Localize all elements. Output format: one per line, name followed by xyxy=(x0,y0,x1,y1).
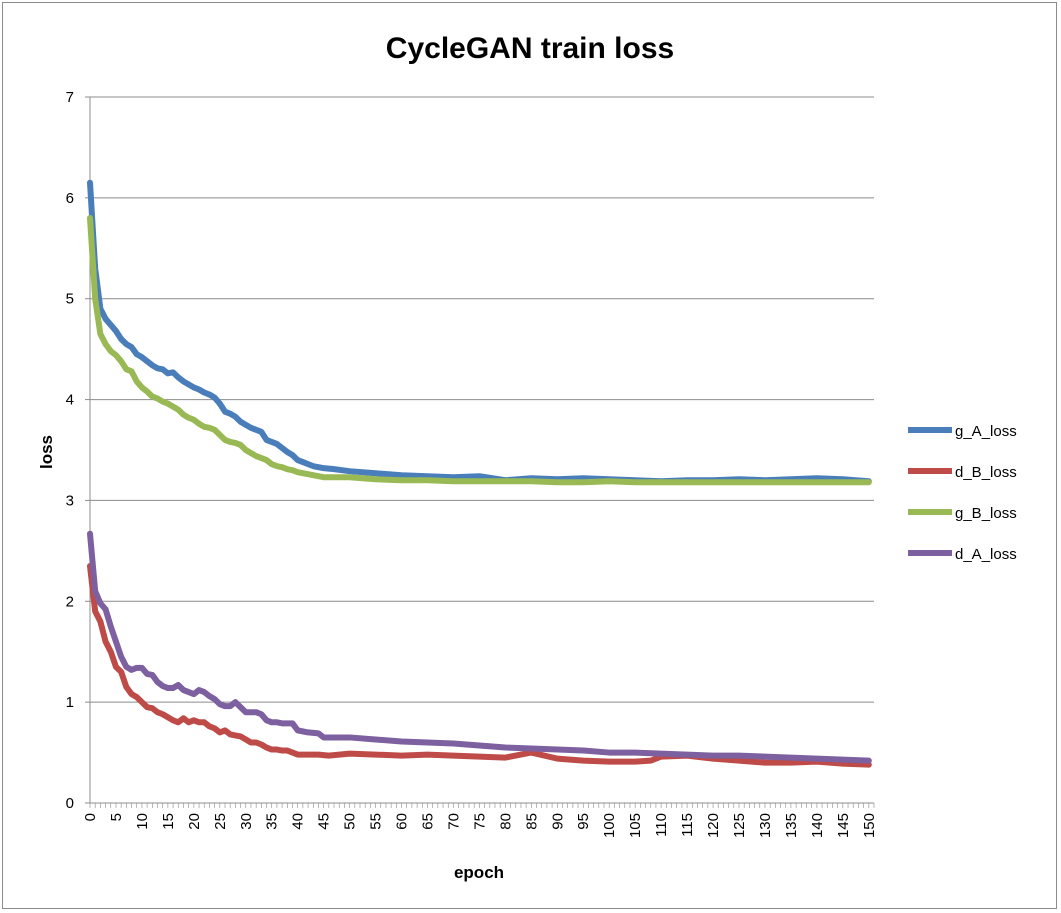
x-tick-label-20: 100 xyxy=(601,813,618,838)
y-tick-label-6: 6 xyxy=(66,190,74,207)
legend-label-g_B_loss: g_B_loss xyxy=(955,505,1017,522)
x-tick-label-12: 60 xyxy=(394,813,411,830)
x-tick-label-8: 40 xyxy=(290,813,307,830)
x-tick-label-11: 55 xyxy=(368,813,385,830)
x-tick-label-15: 75 xyxy=(471,813,488,830)
legend-label-d_B_loss: d_B_loss xyxy=(955,464,1017,481)
x-tick-label-22: 110 xyxy=(653,813,670,837)
x-tick-label-25: 125 xyxy=(731,813,748,838)
x-tick-label-6: 30 xyxy=(238,813,255,830)
chart-title: CycleGAN train loss xyxy=(386,32,674,65)
series-line-d_B_loss xyxy=(87,562,872,768)
x-tick-label-9: 45 xyxy=(316,813,333,830)
x-tick-label-17: 85 xyxy=(523,813,540,830)
y-tick-label-7: 7 xyxy=(66,89,74,106)
series-line-g_A_loss xyxy=(87,179,872,485)
x-tick-labels: 0 5 10 15 20 25 30 35 40 45 50 55 60 65 70 75 80 85 90 95 10… xyxy=(82,813,878,838)
x-tick-label-29: 145 xyxy=(835,813,852,838)
x-tick-label-5: 25 xyxy=(212,813,229,830)
x-tick-label-3: 15 xyxy=(160,813,177,830)
x-axis-title: epoch xyxy=(454,863,504,882)
x-tick-label-30: 150 xyxy=(861,813,878,838)
x-tick-label-27: 135 xyxy=(783,813,800,838)
x-tick-label-13: 65 xyxy=(419,813,436,830)
y-tick-label-5: 5 xyxy=(66,291,74,308)
x-tick-label-28: 140 xyxy=(809,813,826,838)
y-tick-label-4: 4 xyxy=(66,392,74,409)
x-tick-label-4: 20 xyxy=(186,813,203,830)
x-tick-label-7: 35 xyxy=(264,813,281,830)
x-tick-label-24: 120 xyxy=(705,813,722,838)
y-tick-labels: 0 1 2 3 4 5 6 7 xyxy=(66,89,74,812)
legend-label-d_A_loss: d_A_loss xyxy=(955,546,1017,563)
x-tick-label-21: 105 xyxy=(627,813,644,838)
x-tick-label-19: 95 xyxy=(575,813,592,830)
y-tick-label-3: 3 xyxy=(66,492,74,509)
x-tick-label-1: 5 xyxy=(108,813,125,821)
x-tick-label-2: 10 xyxy=(134,813,151,830)
x-tick-label-10: 50 xyxy=(342,813,359,830)
axes xyxy=(85,96,875,808)
x-tick-label-23: 115 xyxy=(679,813,696,837)
x-tick-label-18: 90 xyxy=(549,813,566,830)
x-tick-label-0: 0 xyxy=(82,813,99,821)
y-axis-title: loss xyxy=(37,435,56,469)
x-tick-label-16: 80 xyxy=(497,813,514,830)
gridlines xyxy=(90,96,874,703)
x-tick-label-14: 70 xyxy=(445,813,462,830)
y-tick-label-0: 0 xyxy=(66,795,74,812)
y-tick-label-1: 1 xyxy=(66,694,74,711)
y-tick-label-2: 2 xyxy=(66,593,74,610)
legend: g_A_loss d_B_loss g_B_loss d_A_loss xyxy=(908,423,1017,563)
series-lines xyxy=(87,179,872,768)
series-line-g_B_loss xyxy=(87,215,872,486)
x-tick-label-26: 130 xyxy=(757,813,774,838)
series-line-d_A_loss xyxy=(87,530,872,764)
legend-label-g_A_loss: g_A_loss xyxy=(955,423,1017,440)
